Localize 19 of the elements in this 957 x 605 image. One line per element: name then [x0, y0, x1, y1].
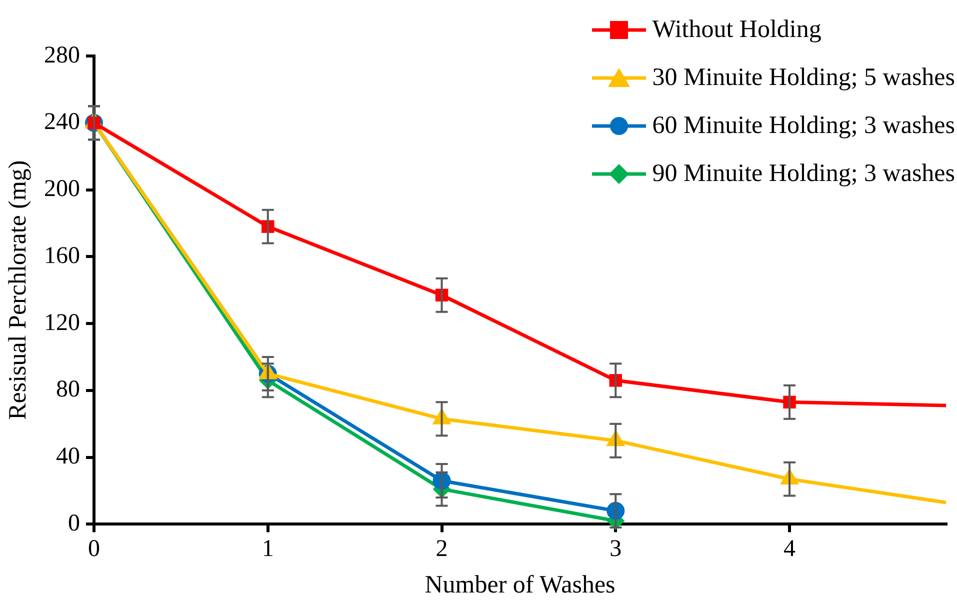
y-tick-label: 40 [56, 444, 80, 470]
x-tick-label: 0 [88, 536, 100, 562]
y-tick-label: 200 [44, 176, 80, 202]
y-tick-label: 280 [44, 42, 80, 68]
x-tick-label: 2 [436, 536, 448, 562]
legend-label: Without Holding [652, 16, 822, 44]
legend-label: 90 Minuite Holding; 3 washes [652, 160, 955, 188]
x-tick-label: 3 [610, 536, 622, 562]
legend-label: 30 Minuite Holding; 5 washes [652, 64, 955, 92]
x-tick-label: 4 [784, 536, 796, 562]
y-tick-label: 80 [56, 376, 80, 403]
x-tick-label: 1 [262, 536, 274, 562]
y-tick-label: 160 [44, 242, 80, 269]
legend-label: 60 Minuite Holding; 3 washes [652, 112, 955, 140]
y-tick-label: 240 [44, 109, 80, 136]
y-axis-title: Resisual Perchlorate (mg) [4, 160, 32, 420]
y-tick-label: 0 [68, 510, 80, 536]
x-axis-title: Number of Washes [424, 572, 616, 599]
y-tick-label: 120 [44, 310, 80, 336]
